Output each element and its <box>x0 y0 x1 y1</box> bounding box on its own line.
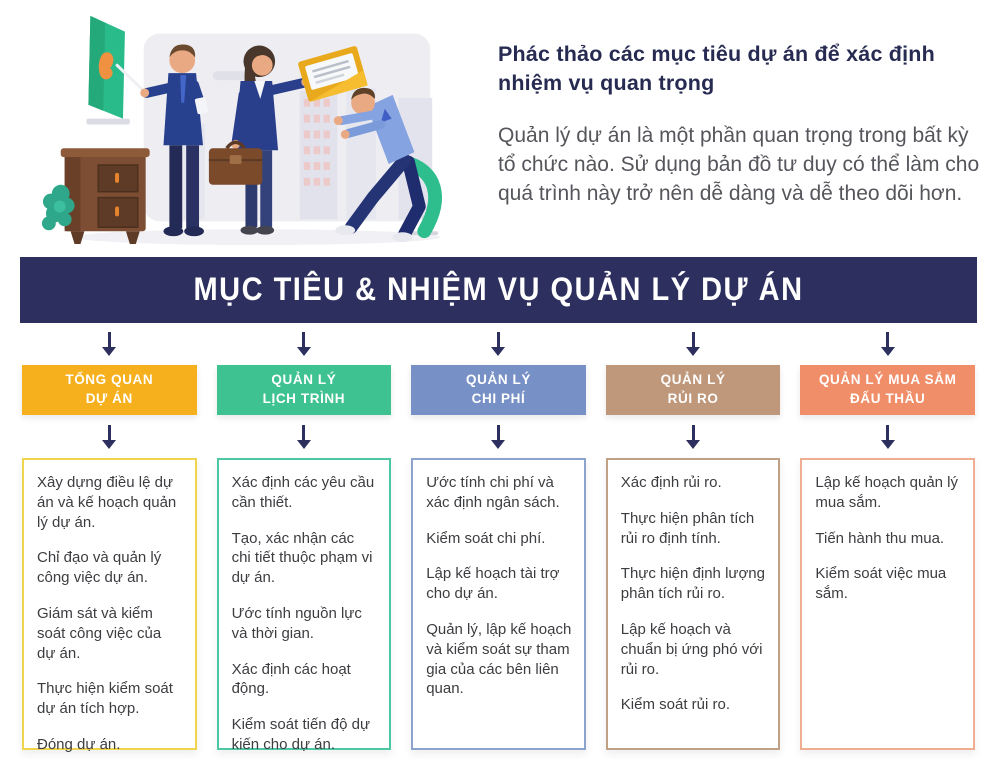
column-header-line1: QUẢN LÝ <box>660 372 726 388</box>
task-item: Tạo, xác nhận các chi tiết thuộc phạm vi… <box>231 529 373 587</box>
column-header-line2: DỰ ÁN <box>85 391 133 406</box>
seated-man-graphic <box>333 87 426 243</box>
arrow-slot <box>886 323 890 365</box>
task-item: Xác định rủi ro. <box>620 474 722 491</box>
task-item: Đóng dự án. <box>37 735 121 753</box>
task-item: Tiến hành thu mua. <box>815 529 945 547</box>
column-header-line2: ĐẤU THẦU <box>850 391 926 406</box>
arrow-slot <box>691 415 695 458</box>
column-header-quan-ly-mua-sam-dau-thau: QUẢN LÝ MUA SẮM ĐẤU THẦU <box>800 365 975 415</box>
task-item: Kiểm soát tiến độ dự kiến cho dự án. <box>231 716 371 753</box>
task-item: Thực hiện phân tích rủi ro định tính. <box>620 509 755 547</box>
column-header-line1: TỔNG QUAN <box>65 372 154 388</box>
businesswoman-graphic <box>208 45 311 235</box>
column-header-quan-ly-rui-ro: QUẢN LÝ RỦI RO <box>605 365 781 415</box>
task-item: Lập kế hoạch tài trợ cho dự án. <box>426 565 560 603</box>
column-header-line2: CHI PHÍ <box>471 391 526 406</box>
task-item: Ước tính chi phí và xác định ngân sách. <box>426 474 560 511</box>
column-header-line2: RỦI RO <box>667 391 719 406</box>
briefcase-graphic <box>208 140 263 185</box>
column-header-quan-ly-lich-trinh: QUẢN LÝ LỊCH TRÌNH <box>216 365 392 415</box>
down-arrow-icon <box>886 332 890 347</box>
intro-paragraph: Quản lý dự án là một phần quan trọng tro… <box>498 123 980 205</box>
task-item: Xác định các yêu cầu cần thiết. <box>231 474 375 511</box>
task-item: Kiểm soát chi phí. <box>426 529 546 547</box>
task-box: Xác định các yêu cầu cần thiết. Tạo, xác … <box>216 458 392 753</box>
arrow-slot <box>496 415 500 458</box>
presenter-person-graphic <box>115 44 209 237</box>
column-header-tong-quan-du-an: TỔNG QUAN DỰ ÁN <box>22 365 197 415</box>
task-item: Lập kế hoạch và chuẩn bị ứng phó với rủi… <box>620 620 763 678</box>
down-arrow-icon <box>107 332 111 347</box>
task-item: Kiểm soát việc mua sắm. <box>815 565 947 603</box>
task-box: Xác định rủi ro. Thực hiện phân tích rủi … <box>605 458 781 750</box>
task-box: Lập kế hoạch quản lý mua sắm. Tiến hành t… <box>800 458 975 750</box>
task-item: Thực hiện định lượng phân tích rủi ro. <box>620 565 765 603</box>
office-cabinet-graphic <box>60 148 150 245</box>
intro-text-block: Phác thảo các mục tiêu dự án để xác định… <box>498 40 984 209</box>
down-arrow-icon <box>496 424 500 440</box>
column-header-line1: QUẢN LÝ <box>466 372 531 388</box>
column-quan-ly-lich-trinh: QUẢN LÝ LỊCH TRÌNH Xác định các yêu cầu … <box>216 323 392 753</box>
column-header-quan-ly-chi-phi: QUẢN LÝ CHI PHÍ <box>411 365 586 415</box>
task-item: Giám sát và kiểm soát công việc của dự á… <box>37 604 162 662</box>
arrow-slot <box>107 323 111 365</box>
column-quan-ly-rui-ro: QUẢN LÝ RỦI RO Xác định rủi ro. Thực hiện… <box>605 323 781 750</box>
task-item: Lập kế hoạch quản lý mua sắm. <box>815 474 959 511</box>
down-arrow-icon <box>107 424 111 440</box>
title-banner: MỤC TIÊU & NHIỆM VỤ QUẢN LÝ DỰ ÁN <box>20 257 977 323</box>
task-item: Xây dựng điều lệ dự án và kế hoạch quản … <box>37 474 177 531</box>
column-header-line2: LỊCH TRÌNH <box>262 391 346 406</box>
yellow-folder-graphic <box>298 46 368 103</box>
task-item: Quản lý, lập kế hoạch và kiểm soát sự th… <box>426 620 572 698</box>
down-arrow-icon <box>496 332 500 347</box>
task-item: Chỉ đạo và quản lý công việc dự án. <box>37 549 162 587</box>
arrow-slot <box>302 415 306 458</box>
column-header-line1: QUẢN LÝ MUA SẮM <box>818 372 957 388</box>
office-teamwork-illustration <box>41 15 442 246</box>
column-tong-quan-du-an: TỔNG QUAN DỰ ÁN Xây dựng điều lệ dự án v… <box>22 323 197 753</box>
column-quan-ly-mua-sam-dau-thau: QUẢN LÝ MUA SẮM ĐẤU THẦU Lập kế hoạch qu… <box>800 323 975 750</box>
arrow-slot <box>302 323 306 365</box>
task-box: Xây dựng điều lệ dự án và kế hoạch quản … <box>22 458 197 753</box>
down-arrow-icon <box>691 332 695 347</box>
arrow-slot <box>496 323 500 365</box>
column-header-line1: QUẢN LÝ <box>271 372 337 388</box>
plant-graphic <box>41 184 75 231</box>
down-arrow-icon <box>302 332 306 347</box>
intro-heading: Phác thảo các mục tiêu dự án để xác định… <box>498 42 935 95</box>
down-arrow-icon <box>302 424 306 440</box>
banner-title: MỤC TIÊU & NHIỆM VỤ QUẢN LÝ DỰ ÁN <box>193 271 804 308</box>
task-item: Ước tính nguồn lực và thời gian. <box>231 604 362 642</box>
arrow-slot <box>107 415 111 458</box>
columns-row: TỔNG QUAN DỰ ÁN Xây dựng điều lệ dự án v… <box>22 323 975 753</box>
arrow-slot <box>886 415 890 458</box>
task-box: Ước tính chi phí và xác định ngân sách. K… <box>411 458 586 750</box>
task-item: Kiểm soát rủi ro. <box>620 696 731 714</box>
task-item: Xác định các hoạt động. <box>231 660 351 698</box>
down-arrow-icon <box>886 424 890 440</box>
down-arrow-icon <box>691 424 695 440</box>
column-quan-ly-chi-phi: QUẢN LÝ CHI PHÍ Ước tính chi phí và xác … <box>411 323 586 750</box>
task-item: Thực hiện kiểm soát dự án tích hợp. <box>37 680 173 718</box>
presentation-board-graphic <box>86 15 130 125</box>
arrow-slot <box>691 323 695 365</box>
